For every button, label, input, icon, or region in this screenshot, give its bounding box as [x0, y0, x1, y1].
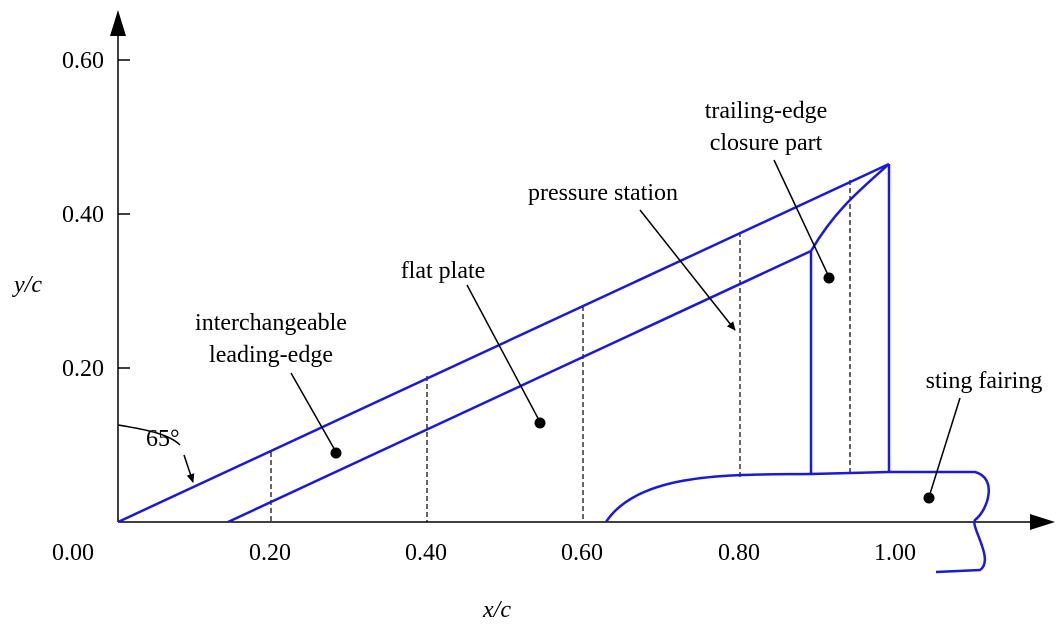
flat-plate-leader [466, 284, 541, 423]
y-tick-label-060: 0.60 [62, 48, 104, 74]
plate-front-edge-line [227, 249, 812, 524]
trailing-edge-leader [773, 159, 830, 278]
leading-edge-leader [290, 372, 337, 453]
x-axis-arrowhead [1030, 514, 1055, 530]
sting-fairing-outline [604, 470, 990, 574]
sting-fairing-label: sting fairing [926, 368, 1043, 394]
x-tick-label-080: 0.80 [718, 540, 760, 566]
leading-edge-line [117, 162, 890, 524]
annotations: 65° interchangeable leading-edge flat pl… [117, 98, 1043, 504]
x-tick-label-100: 1.00 [874, 540, 916, 566]
sting-fairing-leader [928, 397, 961, 498]
x-tick-label-060: 0.60 [561, 540, 603, 566]
x-axis-label: x/c [482, 597, 511, 623]
flat-plate-dot [534, 417, 546, 429]
x-tick-label-000: 0.00 [52, 540, 94, 566]
y-tick-label-040: 0.40 [62, 202, 104, 228]
pressure-station-lines [270, 180, 851, 522]
trailing-edge-label-line2: closure part [710, 130, 823, 156]
leading-edge-dot [330, 447, 342, 459]
leading-edge-label-line2: leading-edge [209, 342, 333, 368]
trailing-edge-label-line1: trailing-edge [705, 98, 828, 124]
axes: 0.20 0.40 0.60 0.00 0.20 0.40 0.60 0.80 … [12, 10, 1055, 623]
sting-fairing-dot [923, 492, 935, 504]
y-axis-arrowhead [110, 10, 126, 36]
y-tick-label-020: 0.20 [62, 356, 104, 382]
model-outline [117, 162, 990, 574]
y-axis-label: y/c [12, 272, 42, 298]
angle-arc [117, 424, 181, 446]
x-tick-label-040: 0.40 [405, 540, 447, 566]
pressure-station-label: pressure station [528, 180, 678, 206]
trailing-edge-dot [823, 272, 835, 284]
leading-edge-label-line1: interchangeable [195, 310, 347, 336]
angle-label: 65° [146, 426, 180, 452]
trailing-edge-closure-curve [809, 163, 890, 252]
angle-arrow [183, 454, 195, 483]
pressure-station-leader [639, 209, 736, 331]
flat-plate-label: flat plate [401, 258, 486, 284]
x-tick-label-020: 0.20 [249, 540, 291, 566]
